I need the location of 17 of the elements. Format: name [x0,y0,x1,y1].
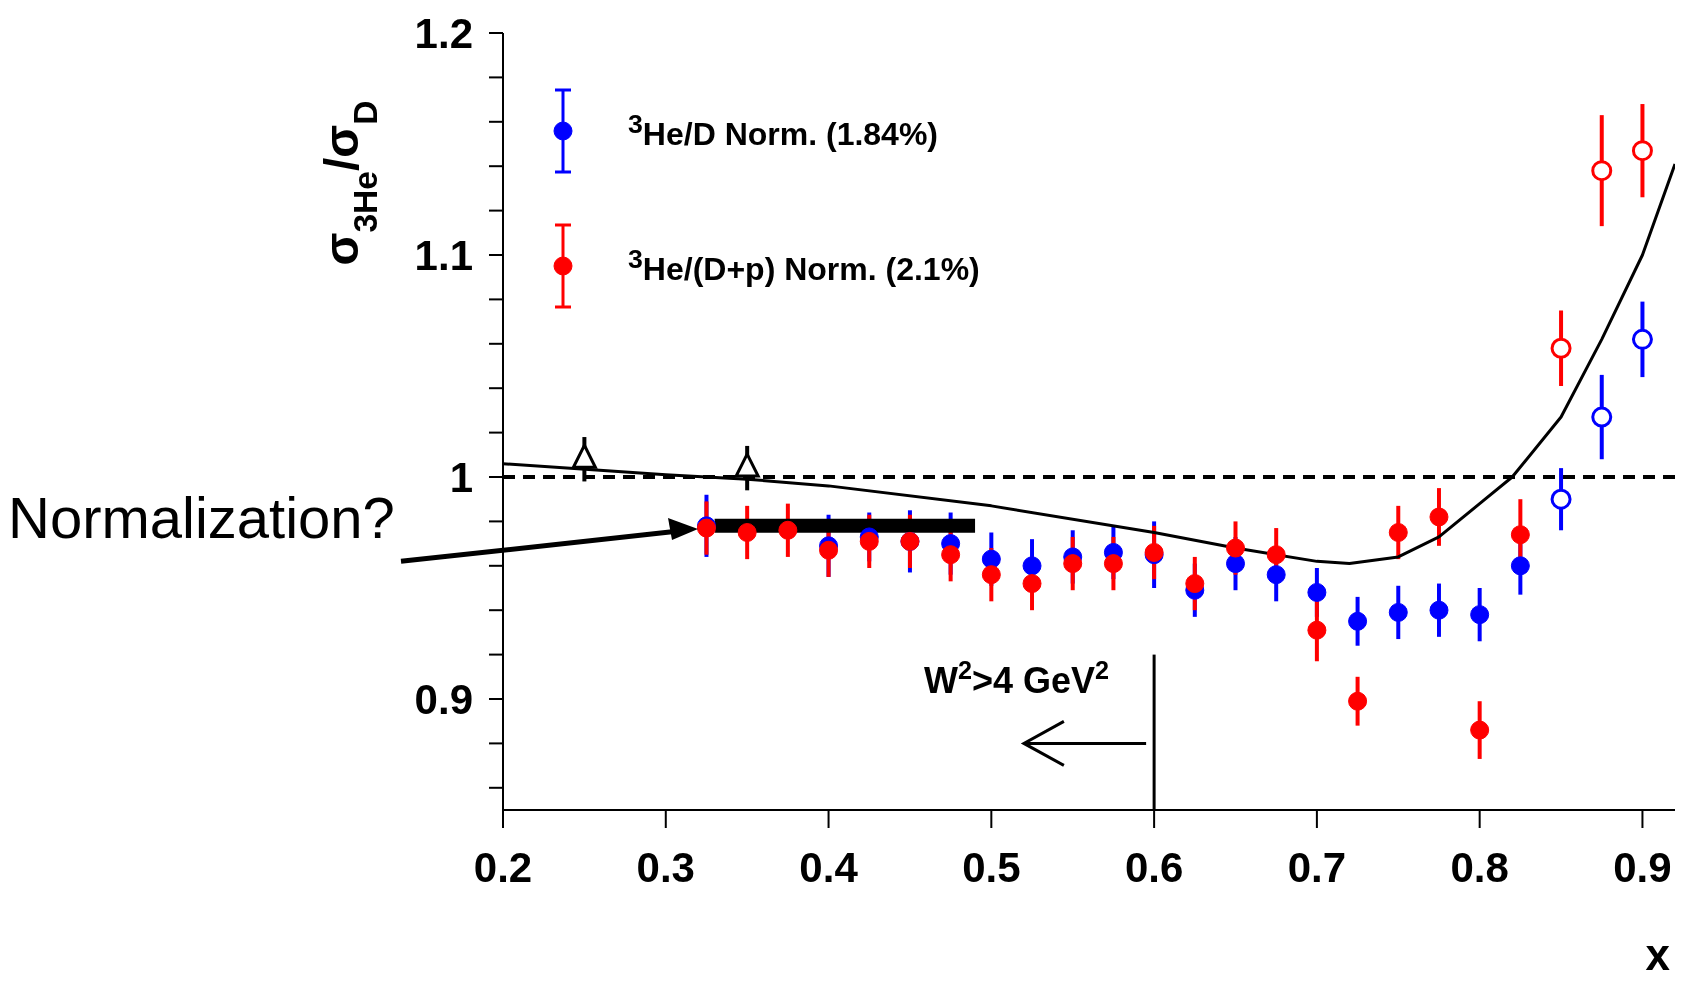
x-tick-label: 0.5 [962,843,1021,891]
x-tick-label: 0.9 [1613,843,1672,891]
x-axis-title: x [1645,930,1671,979]
x-tick-label: 0.7 [1287,843,1347,891]
x-tick-label: 0.6 [1124,843,1184,891]
y-tick-label: 1.1 [414,232,473,279]
y-tick-label: 0.9 [414,676,473,723]
y-tick-label: 1 [449,454,473,501]
x-tick-label: 0.8 [1450,843,1509,891]
annotation: W$^{2}$>4 GeV$^{2}$ [924,656,1110,702]
x-tick-label: 0.4 [799,843,859,891]
y-tick-label: 1.2 [414,10,473,57]
x-tick-label: 0.2 [473,843,533,891]
legend-label: $^{3}$He/D Norm. (1.84%) [628,108,939,153]
legend-label: $^{3}$He/(D+p) Norm. (2.1%) [628,243,980,288]
x-tick-label: 0.3 [636,843,695,891]
text: Normalization? [8,484,395,550]
